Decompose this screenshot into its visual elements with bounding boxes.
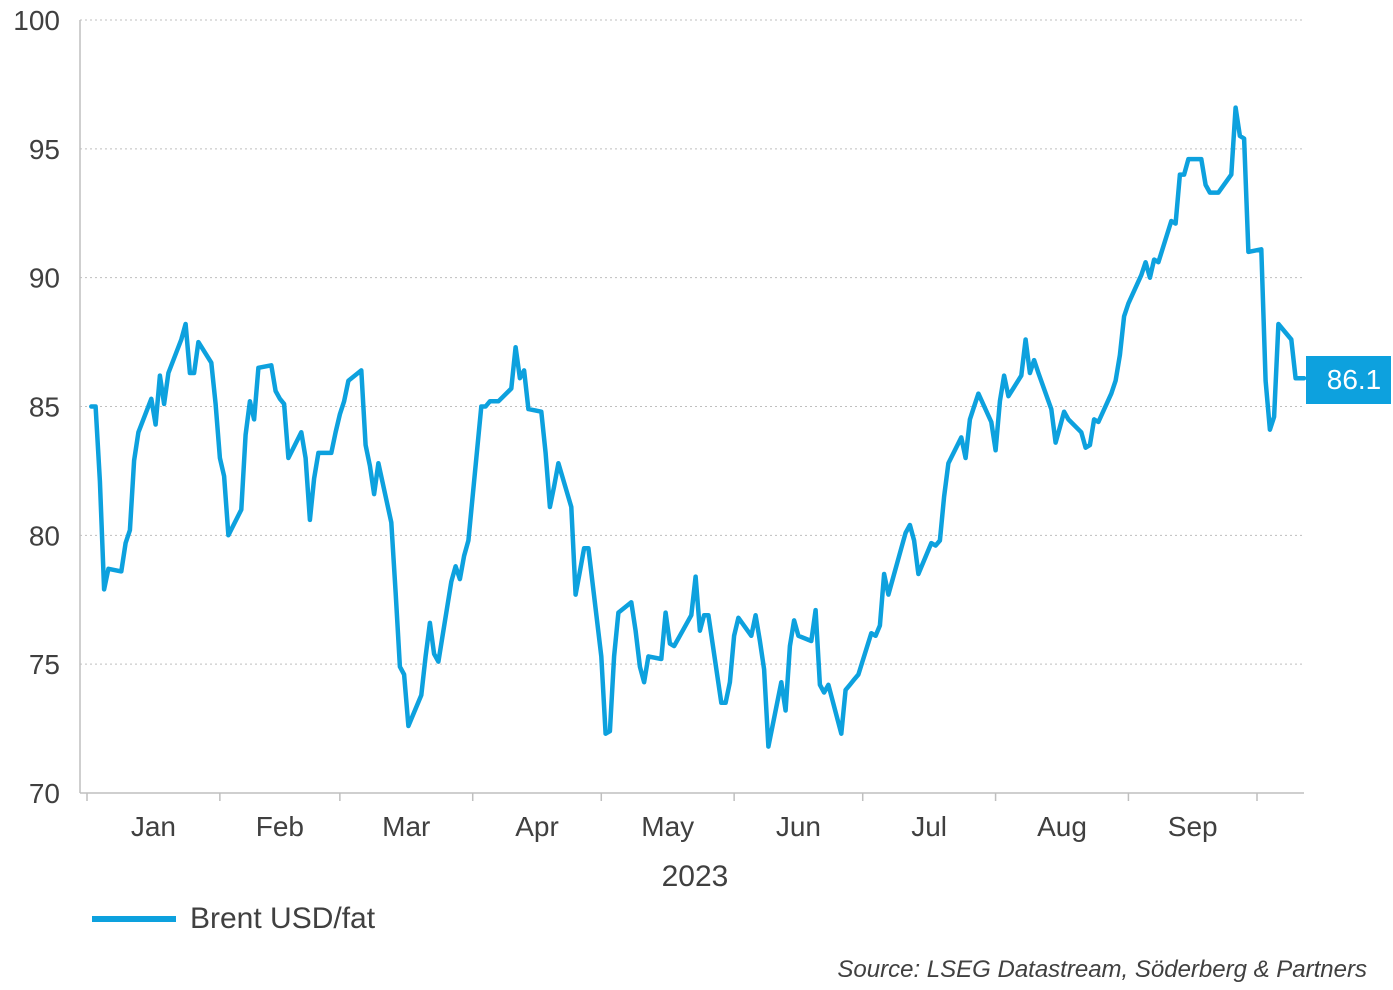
end-value-label: 86.1 — [1306, 356, 1391, 404]
series-line-brent — [89, 105, 1307, 749]
end-value-text: 86.1 — [1327, 364, 1382, 395]
end-value-box — [1306, 356, 1391, 404]
x-tick-label: Jul — [911, 811, 947, 842]
source-note: Source: LSEG Datastream, Söderberg & Par… — [837, 956, 1367, 983]
y-tick-label: 95 — [29, 134, 60, 165]
x-tick-label: Aug — [1037, 811, 1087, 842]
x-tick-label: Jun — [776, 811, 821, 842]
y-tick-labels: 70 75 80 85 90 95 100 — [13, 5, 60, 809]
x-tick-label: Jan — [131, 811, 176, 842]
axes — [79, 20, 1304, 801]
grid-lines — [80, 19, 1304, 665]
x-tick-labels: Jan Feb Mar Apr May Jun Jul Aug Sep — [131, 811, 1218, 842]
x-axis-year-label: 2023 — [662, 860, 729, 893]
legend-swatch — [92, 916, 176, 922]
x-tick-label: Sep — [1168, 811, 1218, 842]
y-tick-label: 80 — [29, 520, 60, 551]
x-tick-label: Apr — [515, 811, 559, 842]
series-group — [89, 105, 1307, 749]
y-tick-label: 85 — [29, 392, 60, 423]
y-tick-label: 70 — [29, 778, 60, 809]
legend-label: Brent USD/fat — [190, 902, 376, 935]
x-tick-label: Feb — [256, 811, 304, 842]
y-tick-label: 75 — [29, 649, 60, 680]
y-tick-label: 100 — [13, 5, 60, 36]
y-tick-label: 90 — [29, 263, 60, 294]
legend: Brent USD/fat — [92, 902, 375, 936]
x-tick-label: Mar — [382, 811, 430, 842]
x-tick-label: May — [641, 811, 694, 842]
